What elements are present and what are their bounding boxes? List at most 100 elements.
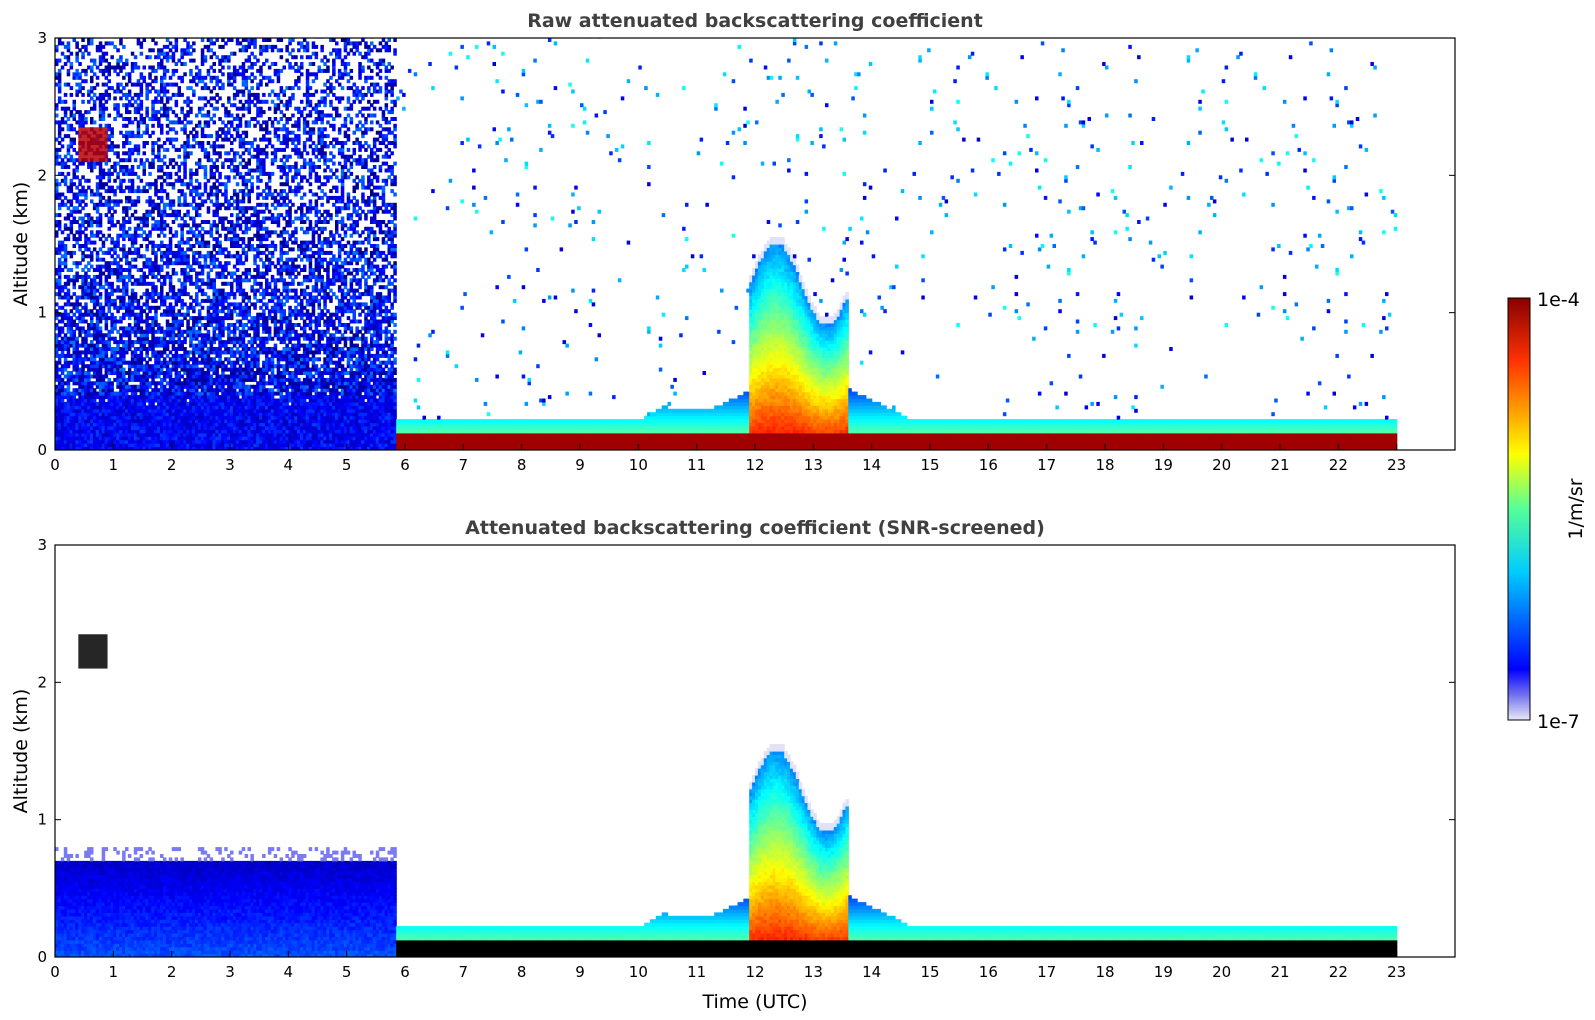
heatmap-cell (63, 415, 68, 420)
heatmap-cell (90, 398, 94, 403)
heatmap-cell (81, 340, 85, 345)
heatmap-cell (84, 419, 88, 424)
heatmap-cell (75, 92, 79, 97)
heatmap-cell (72, 446, 76, 450)
heatmap-cell (60, 377, 65, 382)
heatmap-cell (55, 185, 59, 190)
heatmap-cell (55, 106, 59, 111)
heatmap-cell (84, 68, 88, 73)
heatmap-cell (72, 106, 76, 111)
heatmap-cell (63, 216, 68, 221)
heatmap-cell (57, 381, 62, 386)
heatmap-cell (66, 326, 71, 331)
heatmap-cell (60, 288, 65, 293)
heatmap-cell (60, 247, 65, 252)
heatmap-cell (87, 329, 91, 334)
heatmap-cell (63, 223, 68, 228)
heatmap-cell (55, 250, 59, 255)
heatmap-cell (55, 192, 59, 197)
heatmap-cell (55, 309, 59, 314)
heatmap-cell (63, 388, 68, 393)
heatmap-cell (66, 44, 71, 49)
heatmap-cell (60, 120, 65, 125)
heatmap-cell (72, 353, 76, 358)
heatmap-cell (66, 72, 71, 77)
heatmap-cell (57, 439, 62, 444)
heatmap-cell (78, 405, 82, 410)
heatmap-cell (69, 127, 74, 132)
heatmap-cell (87, 281, 91, 286)
heatmap-cell (81, 292, 85, 297)
heatmap-cell (55, 353, 59, 358)
heatmap-cell (63, 439, 68, 444)
heatmap-cell (69, 123, 74, 128)
heatmap-cell (90, 401, 94, 406)
heatmap-cell (87, 326, 91, 331)
heatmap-cell (81, 206, 85, 211)
heatmap-cell (60, 398, 65, 403)
heatmap-cell (72, 147, 76, 152)
heatmap-cell (63, 374, 68, 379)
heatmap-cell (66, 347, 71, 351)
heatmap-cell (69, 223, 74, 228)
heatmap-cell (78, 432, 82, 437)
heatmap-cell (87, 89, 91, 94)
heatmap-cell (81, 51, 85, 56)
heatmap-cell (60, 158, 65, 163)
heatmap-cell (69, 326, 74, 331)
heatmap-cell (84, 381, 88, 386)
heatmap-cell (66, 268, 71, 272)
heatmap-cell (63, 436, 68, 441)
heatmap-cell (84, 422, 88, 427)
heatmap-area (55, 38, 1398, 450)
heatmap-cell (57, 422, 62, 427)
heatmap-cell (81, 185, 85, 190)
heatmap-cell (87, 381, 91, 386)
heatmap-cell (78, 309, 82, 314)
heatmap-cell (87, 65, 91, 70)
heatmap-cell (81, 336, 85, 341)
heatmap-cell (66, 329, 71, 334)
heatmap-cell (57, 82, 62, 87)
heatmap-cell (60, 384, 65, 389)
heatmap-cell (87, 240, 91, 245)
heatmap-cell (63, 309, 68, 314)
heatmap-cell (66, 295, 71, 300)
heatmap-cell (69, 178, 74, 183)
heatmap-cell (69, 209, 74, 214)
heatmap-cell (81, 446, 85, 450)
heatmap-cell (72, 182, 76, 187)
heatmap-cell (87, 343, 91, 348)
heatmap-cell (69, 202, 74, 207)
heatmap-cell (78, 117, 82, 121)
heatmap-cell (84, 305, 88, 310)
heatmap-cell (75, 44, 79, 49)
heatmap-cell (78, 377, 82, 382)
heatmap-cell (60, 443, 65, 448)
heatmap-cell (72, 103, 76, 108)
heatmap-cell (78, 244, 82, 248)
heatmap-cell (66, 226, 71, 231)
heatmap-cell (69, 319, 74, 324)
heatmap-cell (87, 312, 91, 317)
heatmap-cell (57, 429, 62, 434)
heatmap-cell (75, 175, 79, 180)
heatmap-cell (72, 127, 76, 132)
heatmap-cell (60, 165, 65, 169)
heatmap-cell (63, 154, 68, 159)
heatmap-cell (57, 206, 62, 211)
heatmap-cell (69, 309, 74, 314)
heatmap-cell (81, 123, 85, 128)
heatmap-cell (60, 51, 65, 56)
heatmap-cell (57, 374, 62, 379)
heatmap-cell (72, 274, 76, 279)
heatmap-cell (84, 429, 88, 434)
heatmap-cell (60, 388, 65, 393)
heatmap-cell (55, 189, 59, 194)
heatmap-cell (57, 319, 62, 324)
heatmap-cell (75, 151, 79, 156)
heatmap-cell (87, 247, 91, 252)
heatmap-cell (72, 415, 76, 420)
heatmap-cell (75, 398, 79, 403)
heatmap-cell (75, 401, 79, 406)
